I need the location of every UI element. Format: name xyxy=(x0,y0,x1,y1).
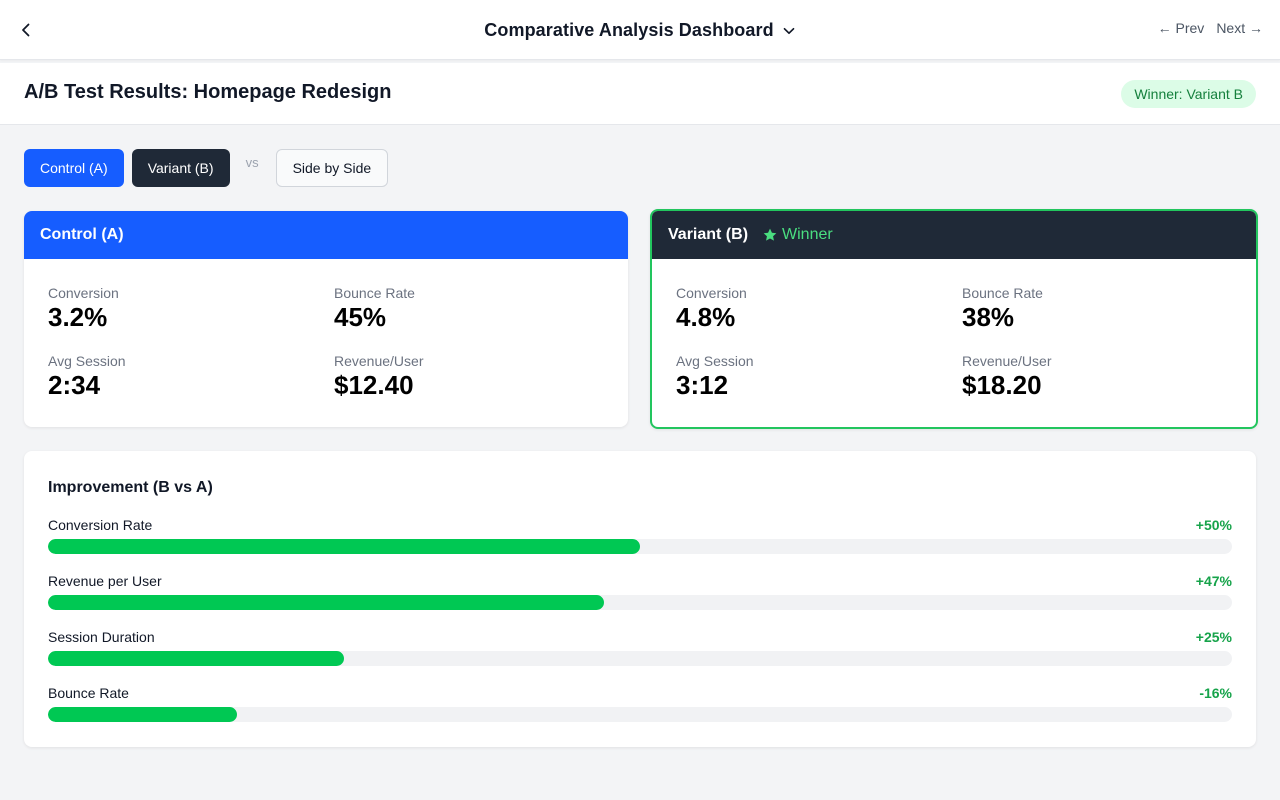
winner-label: Winner xyxy=(782,226,833,243)
row-label: Session Duration xyxy=(48,629,155,645)
page-title: A/B Test Results: Homepage Redesign xyxy=(24,81,392,103)
progress-track xyxy=(48,707,1232,722)
metric-label: Avg Session xyxy=(48,353,126,369)
control-card-title: Control (A) xyxy=(40,226,124,243)
metric-revenue-user: Revenue/User $18.20 xyxy=(962,353,1052,401)
progress-track xyxy=(48,651,1232,666)
metric-label: Avg Session xyxy=(676,353,754,369)
row-percent: +50% xyxy=(1195,517,1232,533)
progress-track xyxy=(48,595,1232,610)
winner-tag: Winner xyxy=(762,226,833,244)
metric-bounce-rate: Bounce Rate 38% xyxy=(962,285,1043,333)
tab-control[interactable]: Control (A) xyxy=(24,149,124,187)
metric-conversion: Conversion 3.2% xyxy=(48,285,119,333)
star-icon xyxy=(763,228,777,241)
metric-value: 38% xyxy=(962,302,1015,332)
metric-value: 45% xyxy=(334,302,387,332)
next-link[interactable]: Next → xyxy=(1216,20,1263,36)
improvement-row-revenue: Revenue per User +47% xyxy=(48,573,1232,613)
metric-avg-session: Avg Session 2:34 xyxy=(48,353,126,401)
tab-variant[interactable]: Variant (B) xyxy=(131,149,230,187)
progress-fill xyxy=(48,707,238,722)
metric-revenue-user: Revenue/User $12.40 xyxy=(334,353,424,401)
metric-label: Bounce Rate xyxy=(334,285,415,301)
page-header: A/B Test Results: Homepage Redesign Winn… xyxy=(0,63,1280,125)
improvement-panel: Improvement (B vs A) Conversion Rate +50… xyxy=(24,451,1256,747)
variant-card: Variant (B) Winner Conversion 4.8% Bounc… xyxy=(650,209,1258,429)
metric-avg-session: Avg Session 3:12 xyxy=(676,353,754,401)
metric-value: 3:12 xyxy=(676,370,729,400)
row-label: Revenue per User xyxy=(48,573,162,589)
improvement-row-session: Session Duration +25% xyxy=(48,629,1232,669)
prev-link[interactable]: ← Prev xyxy=(1157,20,1205,36)
metric-label: Bounce Rate xyxy=(962,285,1043,301)
metric-value: $12.40 xyxy=(334,370,414,400)
improvement-title: Improvement (B vs A) xyxy=(48,479,213,496)
winner-badge: Winner: Variant B xyxy=(1121,80,1256,108)
chevron-left-icon xyxy=(22,23,30,37)
metric-label: Revenue/User xyxy=(962,353,1052,369)
tab-side-by-side[interactable]: Side by Side xyxy=(275,149,389,187)
progress-fill xyxy=(48,539,640,554)
metric-label: Conversion xyxy=(676,285,747,301)
title-dropdown-button[interactable] xyxy=(782,24,796,38)
progress-fill xyxy=(48,651,344,666)
metric-label: Conversion xyxy=(48,285,119,301)
app-title: Comparative Analysis Dashboard xyxy=(484,19,774,40)
chevron-down-icon xyxy=(783,27,795,35)
metric-value: 2:34 xyxy=(48,370,101,400)
improvement-row-bounce: Bounce Rate -16% xyxy=(48,685,1232,725)
progress-fill xyxy=(48,595,605,610)
row-label: Conversion Rate xyxy=(48,517,153,533)
control-card-header: Control (A) xyxy=(24,211,628,259)
metric-bounce-rate: Bounce Rate 45% xyxy=(334,285,415,333)
improvement-row-conversion: Conversion Rate +50% xyxy=(48,517,1232,557)
metric-value: 4.8% xyxy=(676,302,736,332)
row-percent: -16% xyxy=(1199,685,1232,701)
metric-conversion: Conversion 4.8% xyxy=(676,285,747,333)
metric-value: 3.2% xyxy=(48,302,108,332)
row-percent: +47% xyxy=(1195,573,1232,589)
view-tabs: Control (A) Variant (B) vs Side by Side xyxy=(24,149,389,187)
row-label: Bounce Rate xyxy=(48,685,129,701)
control-card: Control (A) Conversion 3.2% Bounce Rate … xyxy=(24,211,628,427)
metric-value: $18.20 xyxy=(962,370,1042,400)
progress-track xyxy=(48,539,1232,554)
variant-card-header: Variant (B) Winner xyxy=(652,211,1256,259)
row-percent: +25% xyxy=(1195,629,1232,645)
top-bar: Comparative Analysis Dashboard ← Prev Ne… xyxy=(0,0,1280,60)
metric-label: Revenue/User xyxy=(334,353,424,369)
vs-label: vs xyxy=(245,154,259,170)
back-button[interactable] xyxy=(14,18,38,42)
variant-card-title: Variant (B) xyxy=(668,226,749,243)
